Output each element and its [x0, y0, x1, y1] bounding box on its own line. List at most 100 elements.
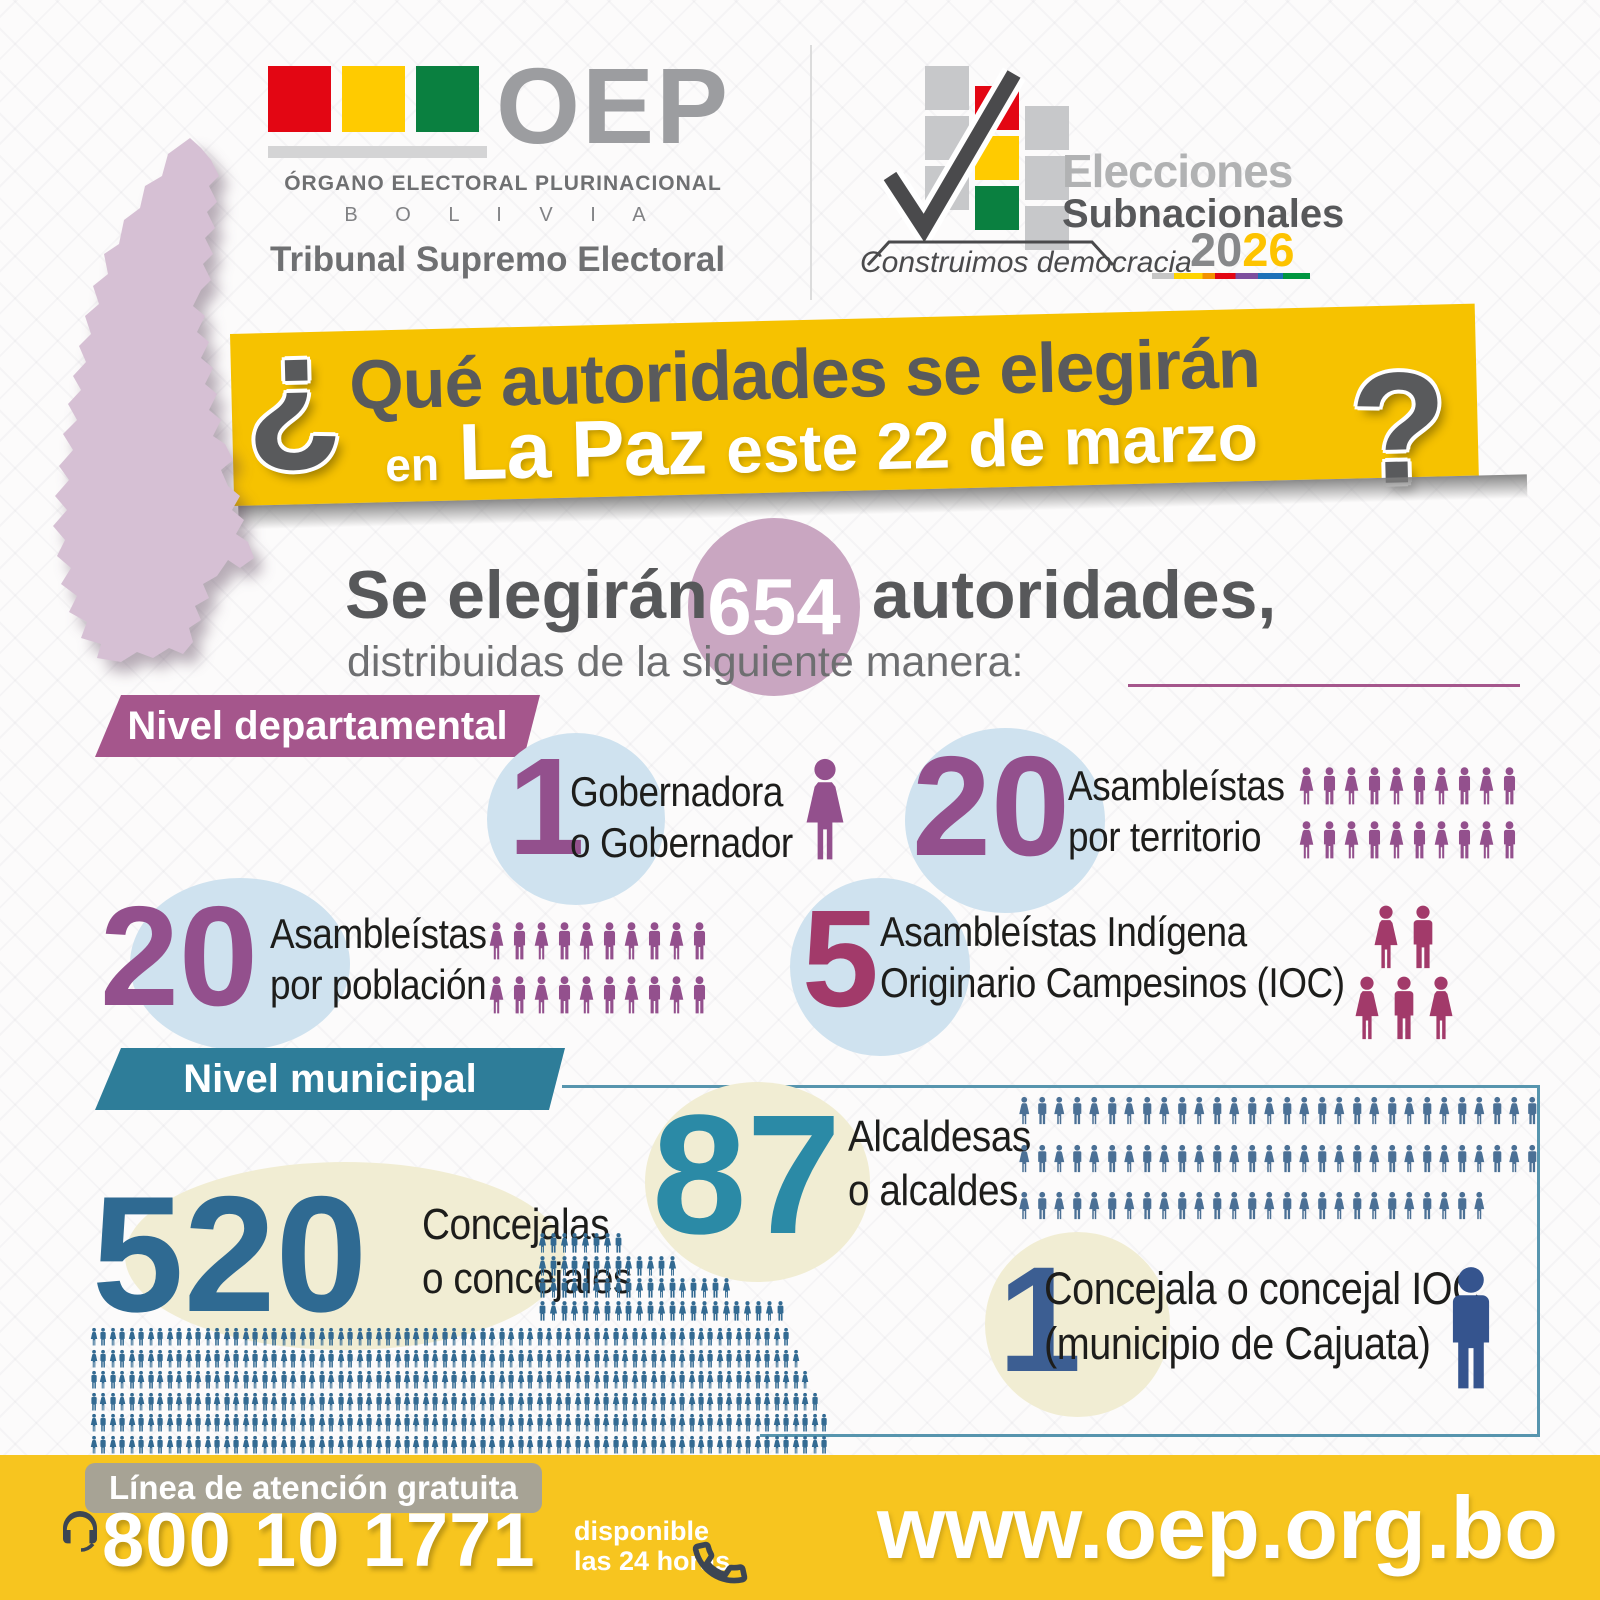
person-female-icon	[688, 1370, 696, 1390]
person-female-icon	[223, 1327, 231, 1347]
person-female-icon	[488, 1349, 496, 1369]
person-female-icon	[1473, 1138, 1486, 1180]
person-male-icon	[232, 1327, 240, 1347]
person-female-icon	[280, 1327, 288, 1347]
dept-ioc-label: Asambleístas Indígena Originario Campesi…	[880, 906, 1345, 1008]
person-female-icon	[223, 1413, 231, 1433]
person-male-icon	[782, 1349, 790, 1369]
person-male-icon	[204, 1370, 212, 1390]
person-female-icon	[469, 1349, 477, 1369]
blob	[905, 728, 1105, 913]
person-male-icon	[175, 1413, 183, 1433]
person-female-icon	[488, 1327, 496, 1347]
person-male-icon	[688, 1327, 696, 1347]
person-female-icon	[526, 1435, 534, 1455]
teal-frame-right	[1537, 1085, 1540, 1437]
person-female-icon	[593, 1392, 601, 1412]
person-female-icon	[765, 1301, 774, 1322]
person-male-icon	[574, 1349, 582, 1369]
person-male-icon	[318, 1370, 326, 1390]
person-female-icon	[450, 1435, 458, 1455]
rainbow-line	[1152, 273, 1310, 279]
person-male-icon	[688, 1349, 696, 1369]
person-male-icon	[1036, 1185, 1049, 1227]
person-male-icon	[356, 1370, 364, 1390]
person-male-icon	[1211, 1138, 1224, 1180]
person-male-icon	[213, 1413, 221, 1433]
person-female-icon	[308, 1392, 316, 1412]
person-male-icon	[280, 1370, 288, 1390]
person-male-icon	[488, 1392, 496, 1412]
person-female-icon	[1053, 1090, 1066, 1132]
person-female-icon	[678, 1278, 687, 1299]
person-male-icon	[517, 1349, 525, 1369]
person-male-icon	[1316, 1090, 1329, 1132]
person-female-icon	[1018, 1090, 1031, 1132]
person-male-icon	[592, 1233, 601, 1254]
person-male-icon	[1501, 817, 1518, 864]
blob	[985, 1232, 1170, 1417]
person-female-icon	[1343, 763, 1360, 810]
person-male-icon	[384, 1349, 392, 1369]
person-male-icon	[251, 1413, 259, 1433]
person-male-icon	[479, 1435, 487, 1455]
person-male-icon	[403, 1349, 411, 1369]
person-male-icon	[624, 1301, 633, 1322]
gobernador-number: 1	[508, 730, 585, 884]
person-female-icon	[365, 1370, 373, 1390]
blob	[130, 878, 350, 1050]
person-female-icon	[403, 1370, 411, 1390]
person-male-icon	[517, 1327, 525, 1347]
person-female-icon	[204, 1327, 212, 1347]
person-female-icon	[716, 1349, 724, 1369]
person-female-icon	[318, 1413, 326, 1433]
blob	[645, 1082, 870, 1282]
person-female-icon	[564, 1413, 572, 1433]
blob	[790, 878, 970, 1056]
person-male-icon	[1421, 1185, 1434, 1227]
person-male-icon	[763, 1435, 771, 1455]
ballot-slot-icon	[866, 240, 1115, 267]
person-male-icon	[507, 1392, 515, 1412]
person-female-icon	[583, 1435, 591, 1455]
person-male-icon	[706, 1413, 714, 1433]
oep-country: B O L I V I A	[344, 204, 662, 226]
title-banner: ¿ Qué autoridades se elegirán en La Paz …	[230, 300, 1479, 518]
person-male-icon	[118, 1327, 126, 1347]
person-female-icon	[441, 1370, 449, 1390]
person-female-icon	[578, 918, 595, 965]
person-male-icon	[460, 1413, 468, 1433]
person-male-icon	[289, 1327, 297, 1347]
person-female-icon	[659, 1413, 667, 1433]
person-female-icon	[280, 1413, 288, 1433]
person-female-icon	[1053, 1138, 1066, 1180]
person-female-icon	[517, 1370, 525, 1390]
availability-line1: disponible	[574, 1516, 709, 1546]
person-female-icon	[318, 1435, 326, 1455]
flag-green-square	[416, 66, 479, 132]
person-male-icon	[1456, 1185, 1469, 1227]
person-male-icon	[346, 1327, 354, 1347]
person-female-icon	[592, 1301, 601, 1322]
person-female-icon	[545, 1327, 553, 1347]
person-female-icon	[549, 1278, 558, 1299]
person-male-icon	[99, 1435, 107, 1455]
person-female-icon	[773, 1349, 781, 1369]
person-female-icon	[533, 972, 550, 1019]
person-female-icon	[1018, 1185, 1031, 1227]
person-female-icon	[1478, 817, 1495, 864]
person-female-icon	[640, 1349, 648, 1369]
footer-bar: Línea de atención gratuita 800 10 1771 d…	[0, 1455, 1600, 1600]
person-female-icon	[394, 1413, 402, 1433]
person-male-icon	[678, 1370, 686, 1390]
person-female-icon	[722, 1301, 731, 1322]
person-male-icon	[511, 918, 528, 965]
mun-ioc-label-line1: Concejala o concejal IOC	[1044, 1263, 1481, 1314]
flag-red-square	[268, 66, 331, 132]
person-male-icon	[1246, 1138, 1259, 1180]
person-male-icon	[384, 1413, 392, 1433]
person-male-icon	[646, 1278, 655, 1299]
person-female-icon	[185, 1327, 193, 1347]
person-male-icon	[251, 1435, 259, 1455]
